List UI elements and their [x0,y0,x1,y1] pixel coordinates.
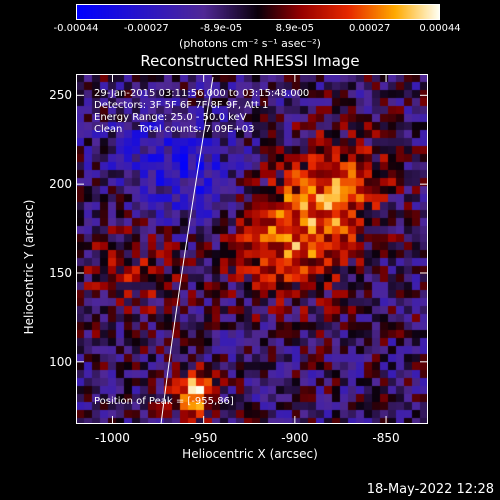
info-time-range: 29-Jan-2015 03:11:56.000 to 03:15:48.000 [94,88,310,99]
x-tick-label: -850 [372,431,400,445]
colorbar-tick-label: -0.00044 [53,23,99,34]
solar-limb-line [160,76,214,425]
timestamp-footer: 18-May-2022 12:28 [366,482,494,497]
y-tick-label: 250 [49,88,72,103]
plot-border [76,74,428,424]
y-tick-label: 100 [49,354,72,369]
x-axis-label: Heliocentric X (arcsec) [182,447,318,461]
plot-title: Reconstructed RHESSI Image [140,52,360,70]
reconstructed-image [76,74,428,424]
colorbar-units: (photons cm⁻² s⁻¹ asec⁻²) [179,37,321,50]
y-axis-label: Heliocentric Y (arcsec) [22,199,36,335]
colorbar-tick-label: -0.00027 [123,23,169,34]
colorbar-tick-label: 0.00044 [419,23,461,34]
x-tick-label: -900 [281,431,309,445]
info-detectors: Detectors: 3F 5F 6F 7F 8F 9F, Att 1 [94,100,269,111]
info-clean-counts: Clean Total counts: 7.09E+03 [94,124,255,135]
info-energy-range: Energy Range: 25.0 - 50.0 keV [94,112,247,123]
x-tick-label: -1000 [95,431,130,445]
y-tick-label: 150 [49,265,72,280]
colorbar-tick-label: 8.9e-05 [275,23,315,34]
y-tick-label: 200 [49,177,72,192]
colorbar [76,4,440,20]
axis-ticks [76,74,428,424]
x-tick-label: -950 [190,431,218,445]
colorbar-tick-label: 0.00027 [348,23,391,34]
info-peak-position: Position of Peak = [-955,86] [94,396,234,407]
colorbar-tick-label: -8.9e-05 [200,23,243,34]
